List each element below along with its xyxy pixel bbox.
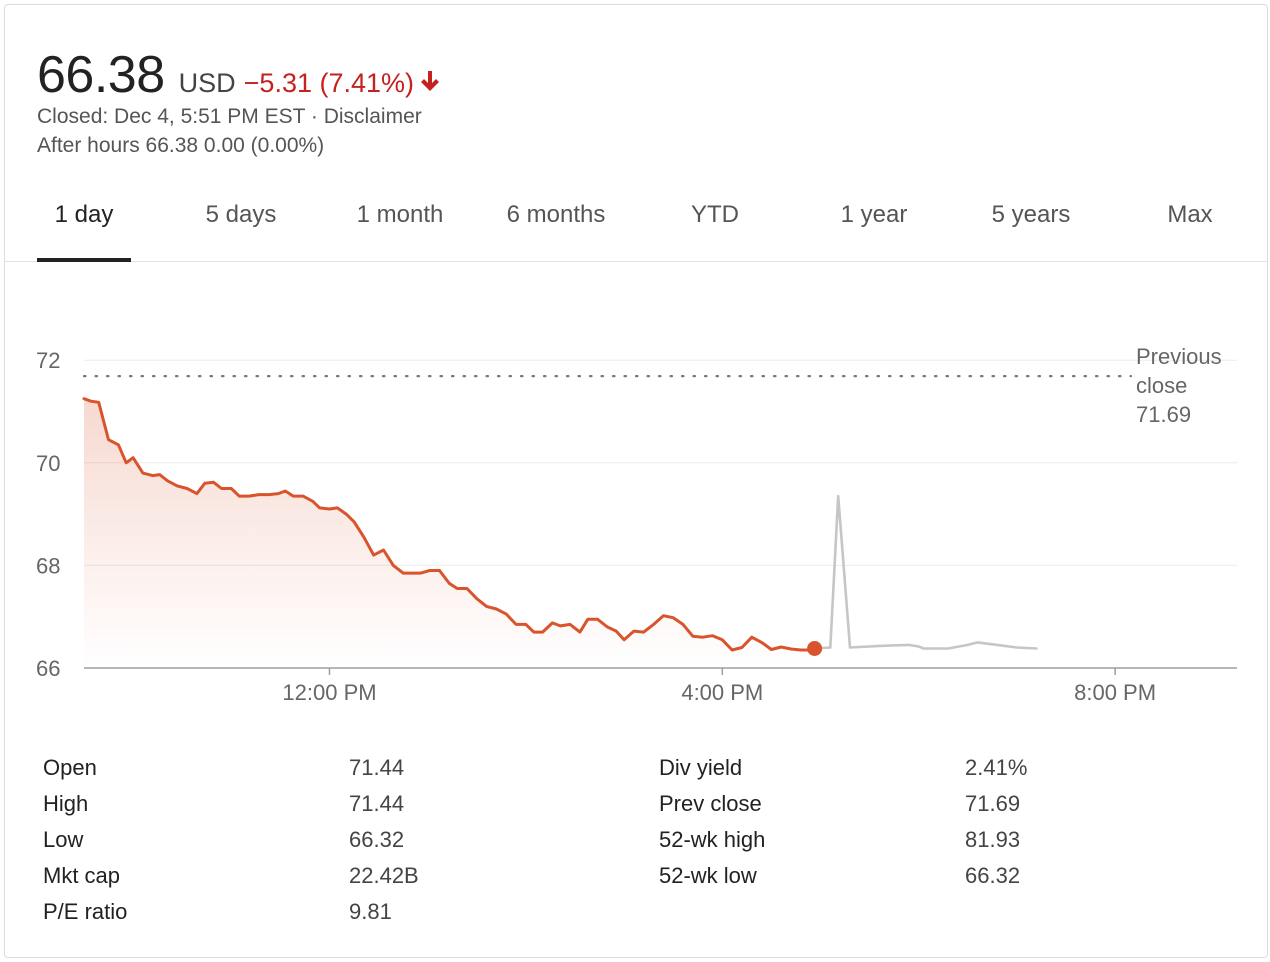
- stat-value: 81.93: [965, 827, 1021, 852]
- x-tick-label: 12:00 PM: [282, 680, 376, 705]
- price-chart[interactable]: 66 68 70 72 12:00 PM 4:00 PM 8:00 PM Previous cl…: [5, 5, 1267, 745]
- previous-close-label: 71.69: [1136, 402, 1191, 427]
- close-point-marker: [807, 641, 823, 657]
- series-line-after-hours: [813, 494, 1038, 650]
- tab-5-years[interactable]: 5 years: [991, 201, 1071, 228]
- y-tick-label: 72: [36, 348, 60, 373]
- active-tab-indicator: [37, 258, 131, 262]
- series-line-regular: [82, 397, 817, 652]
- stat-value: 66.32: [965, 863, 1021, 888]
- tab-max[interactable]: Max: [1167, 201, 1213, 228]
- area-fill-regular: [84, 398, 815, 668]
- y-tick-label: 66: [36, 656, 60, 681]
- after-hours-quote: After hours 66.38 0.00 (0.00%): [37, 134, 325, 157]
- stat-label: P/E ratio: [43, 899, 128, 924]
- currency-label: USD: [178, 68, 236, 98]
- time-range-tabs: 1 day 5 days 1 month 6 months YTD 1 year…: [5, 183, 1267, 262]
- stat-label: Prev close: [659, 791, 762, 816]
- stat-label: 52-wk high: [659, 827, 766, 852]
- stat-value: 22.42B: [349, 863, 419, 888]
- price-line: 66.38 USD −5.31 (7.41%): [37, 45, 440, 105]
- stat-label: Low: [43, 827, 84, 852]
- market-status: Closed: Dec 4, 5:51 PM EST · Disclaimer: [37, 105, 422, 128]
- tab-ytd[interactable]: YTD: [691, 201, 739, 228]
- stat-value: 71.44: [349, 791, 405, 816]
- stat-label: High: [43, 791, 89, 816]
- x-tick-label: 8:00 PM: [1074, 680, 1156, 705]
- stat-label: Mkt cap: [43, 863, 121, 888]
- arrow-down-icon: [420, 70, 440, 97]
- x-tick-label: 4:00 PM: [681, 680, 763, 705]
- previous-close-label: Previous: [1136, 344, 1222, 369]
- price-change: −5.31 (7.41%): [243, 68, 415, 98]
- stat-value: 2.41%: [965, 755, 1028, 780]
- stat-label: 52-wk low: [659, 863, 757, 888]
- current-price: 66.38: [37, 46, 165, 104]
- stat-label: Div yield: [659, 755, 743, 780]
- stat-value: 66.32: [349, 827, 405, 852]
- stat-value: 71.44: [349, 755, 405, 780]
- tab-1-day[interactable]: 1 day: [54, 201, 114, 228]
- y-tick-label: 70: [36, 451, 60, 476]
- previous-close-label: close: [1136, 373, 1187, 398]
- stat-value: 9.81: [349, 899, 392, 924]
- tab-5-days[interactable]: 5 days: [205, 201, 277, 228]
- tab-6-months[interactable]: 6 months: [506, 201, 606, 228]
- tab-1-year[interactable]: 1 year: [840, 201, 908, 228]
- y-tick-label: 68: [36, 553, 60, 578]
- stat-label: Open: [43, 755, 97, 780]
- tab-1-month[interactable]: 1 month: [356, 201, 444, 228]
- stock-card: 66.38 USD −5.31 (7.41%) Closed: Dec 4, 5:5…: [4, 4, 1268, 958]
- stat-value: 71.69: [965, 791, 1021, 816]
